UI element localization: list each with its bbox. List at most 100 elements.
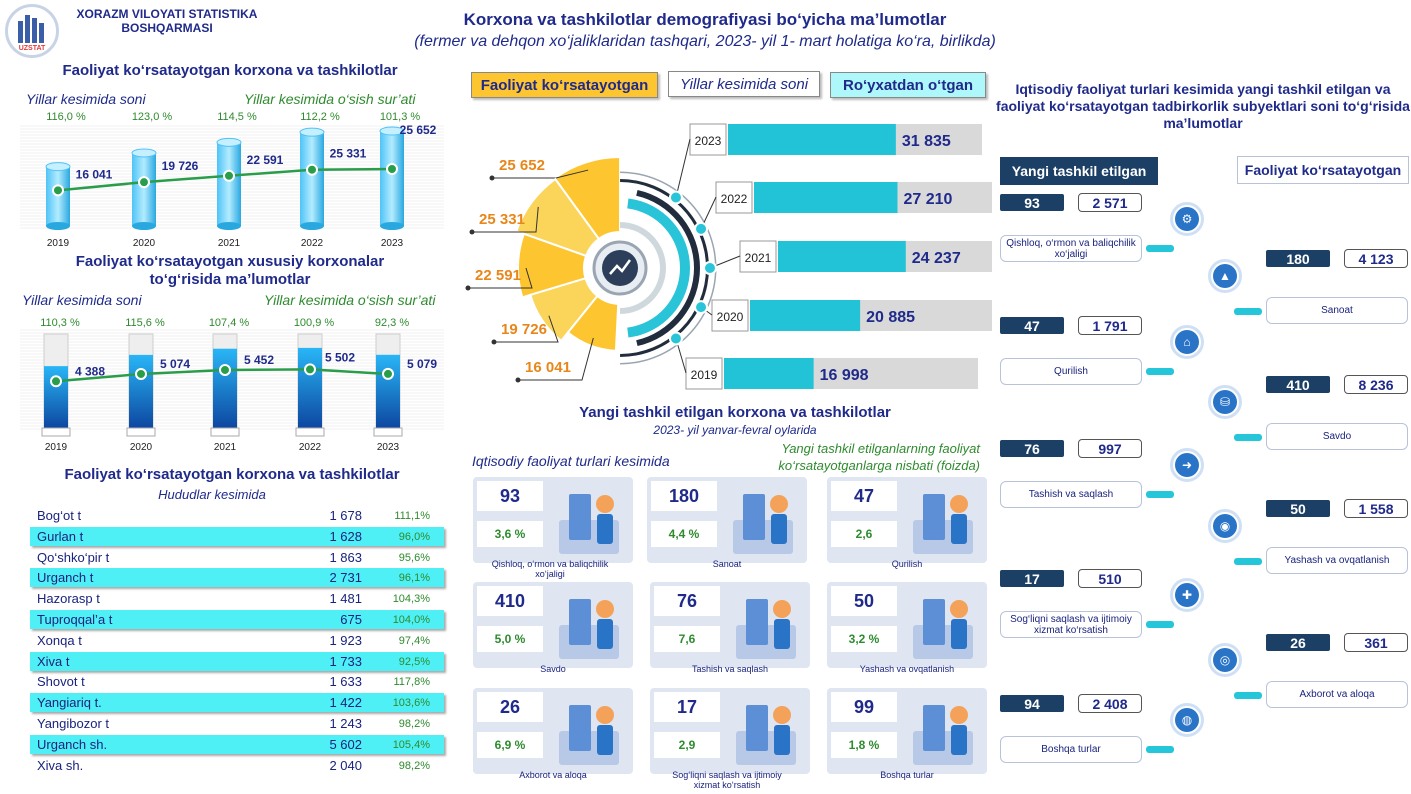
chart1-xtick: 2020 <box>133 238 156 249</box>
medical-icon <box>736 705 796 765</box>
table-row: Xonqa t 1 923 97,4% <box>30 631 444 650</box>
shop-icon: ⛁ <box>1208 385 1242 419</box>
crane-icon-glyph: ⌂ <box>1175 330 1199 354</box>
activity-label: Axborot va aloqa <box>1266 681 1408 708</box>
dish-icon: ◉ <box>1208 509 1242 543</box>
antenna-icon-glyph: ◎ <box>1213 648 1237 672</box>
chart2-growth-label: 107,4 % <box>209 317 250 329</box>
table-row: Bog‘ot t 1 678 111,1% <box>30 506 444 525</box>
tile-count: 180 <box>651 481 717 511</box>
active-count: 8 236 <box>1344 375 1408 394</box>
active-leader-dot <box>469 229 475 235</box>
chart1-xtick: 2023 <box>381 238 404 249</box>
new-count: 180 <box>1266 250 1330 267</box>
registered-bar-2021: 2021 24 237 <box>739 240 992 273</box>
region-pct: 111,1% <box>394 510 430 522</box>
registered-value-label: 16 998 <box>820 367 869 384</box>
ring-inner <box>620 222 666 314</box>
table-row: Qo‘shko‘pir t 1 863 95,6% <box>30 548 444 567</box>
tile-count: 26 <box>477 692 543 722</box>
region-name: Gurlan t <box>37 528 84 544</box>
chart2-xtick: 2023 <box>377 442 400 453</box>
table-row: Shovot t 1 633 117,8% <box>30 672 444 691</box>
registered-bar-fill <box>754 182 898 213</box>
org-name: XORAZM VILOYATI STATISTIKA BOSHQARMASI <box>62 7 272 35</box>
chart2-point <box>50 375 62 388</box>
construction-icon <box>913 494 973 554</box>
active-count: 2 571 <box>1078 193 1142 212</box>
registered-bar-fill <box>750 300 861 331</box>
region-pct: 117,8% <box>393 676 431 689</box>
chart1-title: Faoliyat ko‘rsatayotgan korxona va tashk… <box>62 62 398 79</box>
active-leader-line <box>492 169 589 179</box>
chart2-xtick: 2020 <box>130 442 153 453</box>
registered-node <box>703 261 717 275</box>
table-row: Gurlan t 1 628 96,0% <box>30 526 444 546</box>
ring-dark <box>636 189 700 347</box>
tile-caption: Savdo <box>540 664 566 674</box>
chart2-xtick: 2021 <box>214 442 237 453</box>
tile-ratio: 2,6 <box>831 521 897 547</box>
factory-icon-glyph: ▲ <box>1213 264 1237 288</box>
registered-year-label: 2023 <box>695 134 722 148</box>
logo-text: UZSTAT <box>18 45 46 52</box>
active-count: 2 408 <box>1078 694 1142 713</box>
dish-icon-glyph: ◉ <box>1213 514 1237 538</box>
health-icon: ✚ <box>1170 578 1204 612</box>
activity-label: Qishloq, o‘rmon va baliqchilik xo‘jaligi <box>1000 235 1142 262</box>
activity-tile: 180 4,4 % <box>647 477 807 563</box>
activity-tile: 47 2,6 <box>827 477 987 563</box>
tile-count: 47 <box>831 481 897 511</box>
chart2-value-label: 5 074 <box>160 357 190 371</box>
region-name: Hazorasp t <box>37 591 100 607</box>
tile-caption: Yashash va ovqatlanish <box>859 664 955 674</box>
active-count: 510 <box>1078 569 1142 588</box>
active-count: 1 791 <box>1078 316 1142 335</box>
health-icon-glyph: ✚ <box>1175 583 1199 607</box>
connector-line <box>1146 491 1174 498</box>
crane-icon: ⌂ <box>1170 325 1204 359</box>
chart2-point <box>382 367 394 380</box>
activity-tile: 17 2,9 <box>650 688 810 774</box>
chart2-value-label: 4 388 <box>75 364 105 378</box>
activity-label: Sog‘liqni saqlash va ijtimoiy xizmat ko‘… <box>1000 611 1142 638</box>
chart1-point <box>386 162 398 175</box>
new-count: 410 <box>1266 376 1330 393</box>
connector-line <box>1234 558 1262 565</box>
chart1-bar-2021 <box>216 137 242 230</box>
active-leader-dot <box>491 339 497 345</box>
active-leader-dot <box>489 175 495 181</box>
connector-line <box>1146 746 1174 753</box>
chart1-xtick: 2019 <box>47 238 70 249</box>
region-name: Shovot t <box>37 674 85 690</box>
registered-connector <box>675 138 691 198</box>
activity-label: Yashash va ovqatlanish <box>1266 547 1408 574</box>
table-row: Yangibozor t 1 243 98,2% <box>30 714 444 733</box>
chart1-growth-label: 114,5 % <box>217 111 257 123</box>
factory-icon: ▲ <box>1208 259 1242 293</box>
region-pct: 98,2% <box>398 718 430 730</box>
tile-caption: Sog‘liqni saqlash va ijtimoiy xizmat ko‘… <box>672 770 782 790</box>
globe-icon-glyph: ◍ <box>1175 708 1199 732</box>
active-count: 361 <box>1344 633 1408 652</box>
antenna-icon: ◎ <box>1208 643 1242 677</box>
factory-icon <box>733 494 793 554</box>
chef-icon <box>913 599 973 659</box>
activity-label: Savdo <box>1266 423 1408 450</box>
region-name: Urganch sh. <box>37 736 108 752</box>
active-leader-line <box>468 267 533 289</box>
activity-tile: 76 7,6 <box>650 582 810 668</box>
new-count: 93 <box>1000 194 1064 211</box>
chart1-value-label: 19 726 <box>162 159 199 173</box>
chart1-xtick: 2022 <box>301 238 324 249</box>
logo <box>5 4 59 58</box>
region-pct: 104,0% <box>392 614 430 626</box>
pill-registered: Ro‘yxatdan o‘tgan <box>830 72 986 98</box>
region-pct: 96,1% <box>398 572 430 585</box>
region-value: 1 481 <box>329 591 362 607</box>
connector-line <box>1146 621 1174 628</box>
new-entities-right-label-2: ko‘rsatayotganlarga nisbati (foizda) <box>778 458 980 473</box>
table-row: Yangiariq t. 1 422 103,6% <box>30 693 444 713</box>
connector-line <box>1234 692 1262 699</box>
tab-active: Faoliyat ko‘rsatayotgan <box>1237 156 1409 184</box>
